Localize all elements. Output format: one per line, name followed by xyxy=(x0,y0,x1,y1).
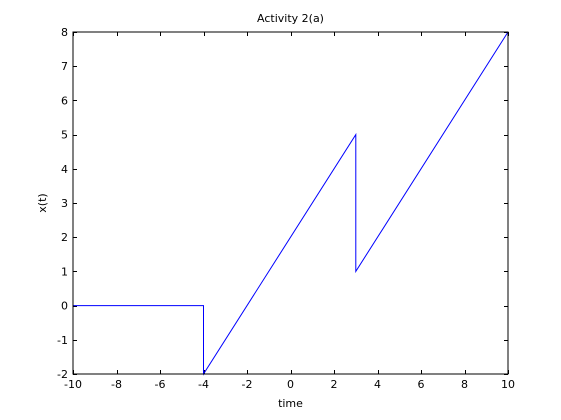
x-tick-label: 10 xyxy=(501,378,515,391)
y-tick-label: 5 xyxy=(61,129,68,142)
x-tick-label: 6 xyxy=(418,378,425,391)
x-tick-label: 4 xyxy=(374,378,381,391)
x-tick-label: 0 xyxy=(287,378,294,391)
y-axis-label: x(t) xyxy=(36,193,49,212)
y-tick-label: 0 xyxy=(61,300,68,313)
x-tick-label: -2 xyxy=(242,378,253,391)
x-tick-label: -6 xyxy=(155,378,166,391)
y-tick-label: 2 xyxy=(61,231,68,244)
plot-area xyxy=(73,32,508,374)
y-tick-label: -1 xyxy=(57,334,68,347)
x-tick-label: 8 xyxy=(461,378,468,391)
series-line xyxy=(73,31,509,376)
x-axis-label: time xyxy=(278,397,303,410)
y-tick-label: -2 xyxy=(57,368,68,381)
y-tick-label: 3 xyxy=(61,197,68,210)
x-tick-label: 2 xyxy=(331,378,338,391)
x-tick-label: -8 xyxy=(111,378,122,391)
chart-title: Activity 2(a) xyxy=(257,12,324,25)
y-tick-label: 4 xyxy=(61,163,68,176)
y-tick-label: 8 xyxy=(61,26,68,39)
y-tick-label: 6 xyxy=(61,94,68,107)
y-tick-label: 1 xyxy=(61,265,68,278)
x-tick-label: -10 xyxy=(64,378,82,391)
x-tick-label: -4 xyxy=(198,378,209,391)
plot-frame xyxy=(72,31,509,375)
y-tick-label: 7 xyxy=(61,60,68,73)
